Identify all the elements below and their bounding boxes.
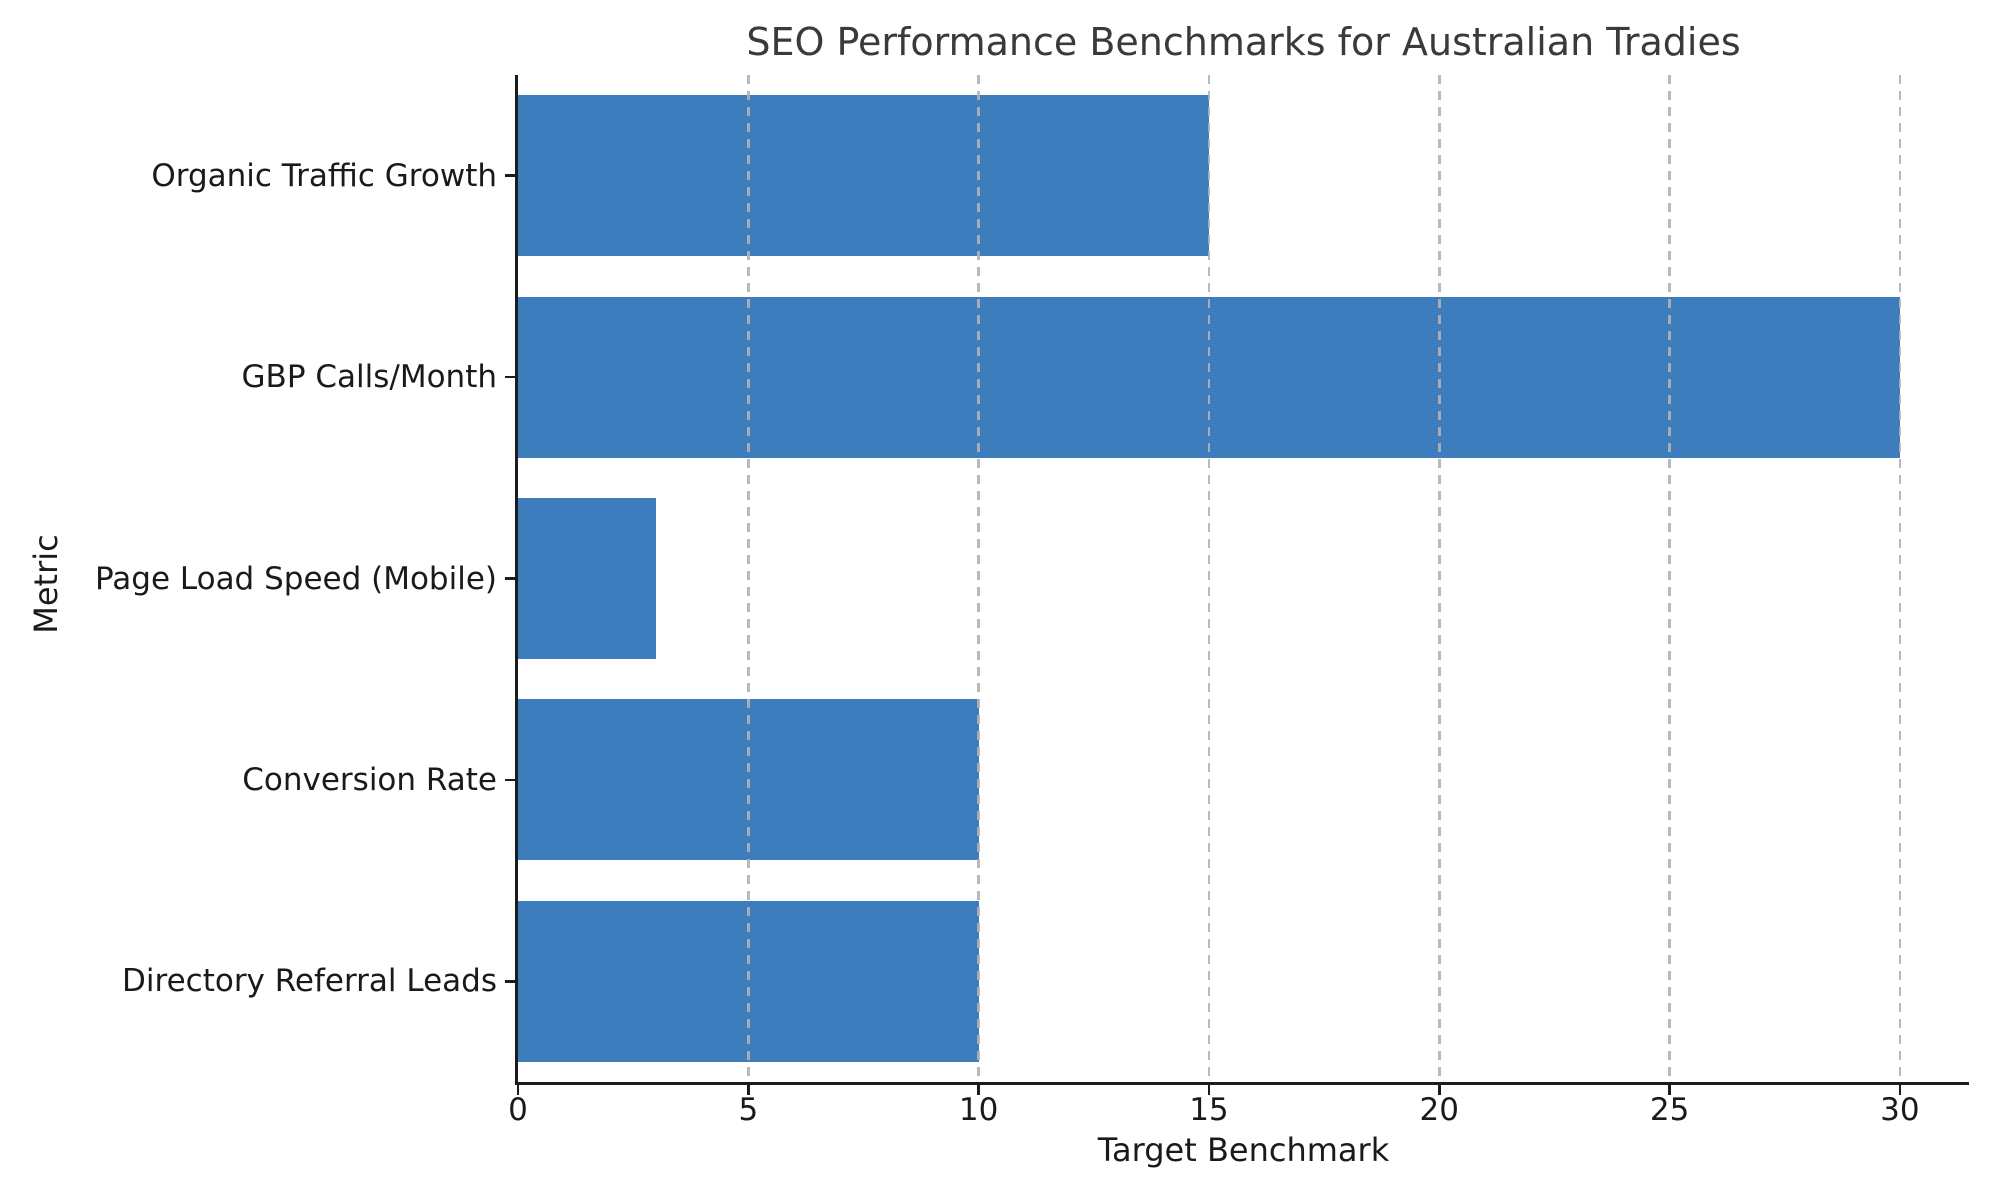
bar-page-load-speed-mobile (518, 497, 657, 660)
y-tick-page-load-speed-mobile (505, 577, 515, 580)
gridline-x-10 (977, 75, 980, 1082)
category-label-conversion-rate: Conversion Rate (242, 761, 497, 798)
x-tick-0 (516, 1085, 520, 1095)
y-axis-spine (515, 75, 518, 1085)
x-tick-label-10: 10 (958, 1092, 999, 1128)
gridline-x-25 (1668, 75, 1671, 1082)
gridline-x-5 (747, 75, 750, 1082)
x-tick-label-5: 5 (738, 1092, 759, 1128)
x-tick-label-25: 25 (1649, 1092, 1690, 1128)
gridline-x-20 (1438, 75, 1441, 1082)
x-tick-label-0: 0 (508, 1092, 528, 1128)
plot-area (518, 75, 1969, 1082)
x-tick-15 (1207, 1085, 1211, 1095)
category-label-directory-referral-leads: Directory Referral Leads (122, 963, 497, 1000)
y-tick-gbp-calls-month (505, 375, 515, 379)
gridline-x-15 (1207, 75, 1211, 1082)
x-axis-label: Target Benchmark (1097, 1131, 1390, 1169)
gridline-x-30 (1898, 75, 1902, 1082)
category-label-organic-traffic-growth: Organic Traffic Growth (151, 157, 497, 194)
x-tick-label-20: 20 (1419, 1092, 1459, 1128)
x-tick-label-15: 15 (1189, 1092, 1229, 1128)
category-label-gbp-calls-month: GBP Calls/Month (241, 359, 497, 396)
x-tick-5 (747, 1085, 750, 1095)
category-label-page-load-speed-mobile: Page Load Speed (Mobile) (94, 560, 497, 597)
y-tick-directory-referral-leads (505, 980, 515, 983)
x-tick-label-30: 30 (1880, 1092, 1920, 1128)
chart-title: SEO Performance Benchmarks for Australia… (746, 20, 1741, 64)
x-tick-10 (977, 1085, 980, 1095)
bar-organic-traffic-growth (518, 95, 1209, 257)
y-tick-organic-traffic-growth (505, 174, 515, 177)
x-tick-30 (1898, 1085, 1902, 1095)
x-tick-25 (1668, 1085, 1671, 1095)
x-axis-spine (515, 1082, 1969, 1085)
y-tick-conversion-rate (505, 778, 515, 782)
x-tick-20 (1438, 1085, 1441, 1095)
